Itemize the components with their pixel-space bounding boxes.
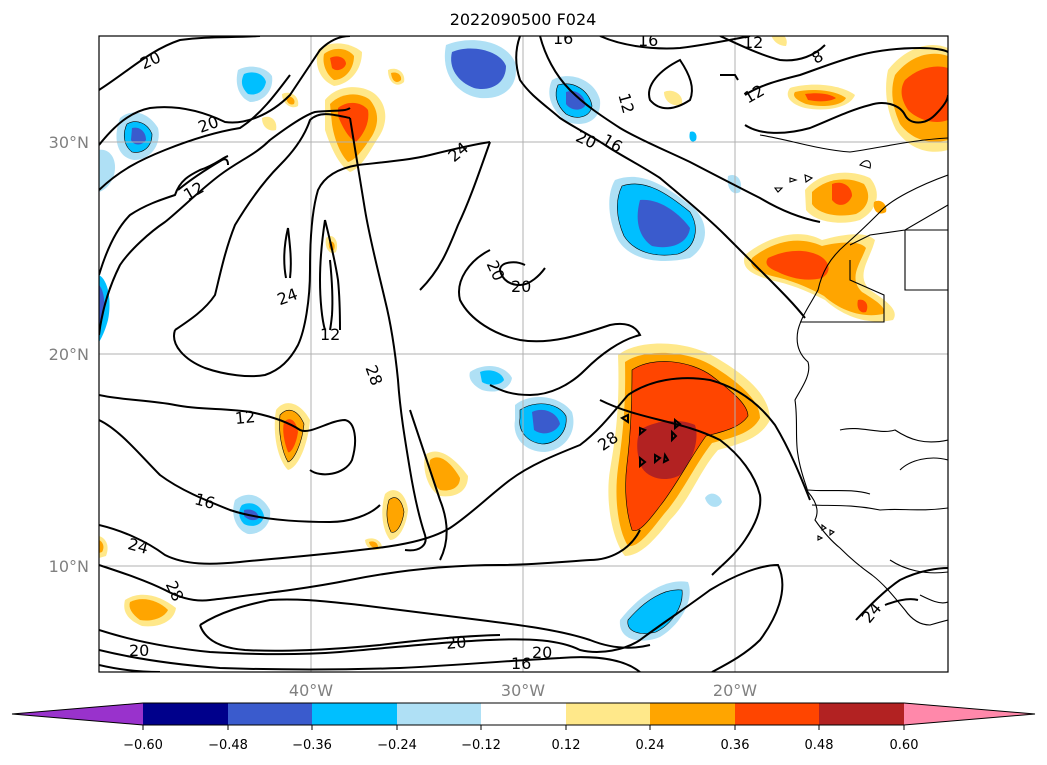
- colorbar-bin: [819, 703, 904, 725]
- svg-text:20: 20: [445, 632, 467, 653]
- colorbar-tick-label: 0.36: [721, 738, 750, 753]
- svg-text:20°W: 20°W: [713, 681, 757, 700]
- svg-text:12: 12: [234, 407, 256, 428]
- svg-text:24: 24: [126, 534, 151, 558]
- svg-text:40°W: 40°W: [289, 681, 333, 700]
- colorbar-bin: [566, 703, 650, 725]
- longitude-labels: 40°W 30°W 20°W: [289, 681, 757, 700]
- contour-lines: [99, 36, 948, 672]
- colorbar-tick-label: 0.12: [552, 738, 581, 753]
- map-panel: 20 16 16 12 8 20 12 12 24 20 16 12 24 12…: [99, 29, 948, 673]
- colorbar-tick-label: −0.12: [461, 738, 501, 753]
- svg-text:20°N: 20°N: [49, 345, 89, 364]
- svg-text:16: 16: [193, 489, 218, 513]
- svg-text:16: 16: [553, 29, 573, 48]
- colorbar-tick-label: 0.24: [636, 738, 665, 753]
- svg-text:16: 16: [638, 31, 658, 50]
- latitude-labels: 30°N 20°N 10°N: [49, 133, 89, 576]
- svg-text:12: 12: [743, 33, 763, 52]
- map-frame: [98, 35, 949, 673]
- colorbar-tick-label: −0.36: [292, 738, 332, 753]
- map-title: 2022090500 F024: [450, 10, 597, 29]
- gridlines: [99, 36, 948, 672]
- colorbar-bin: [735, 703, 819, 725]
- svg-text:20: 20: [511, 277, 531, 296]
- colorbar-bin: [143, 703, 228, 725]
- svg-text:12: 12: [320, 325, 340, 344]
- colorbar-bin: [397, 703, 481, 725]
- colorbar-bin: [481, 703, 566, 725]
- coastlines: [759, 134, 948, 626]
- negative-anomaly-shading: [99, 40, 742, 641]
- colorbar-bin: [650, 703, 735, 725]
- colorbar-tick-label: 0.60: [890, 738, 919, 753]
- colorbar-tick-label: 0.48: [805, 738, 834, 753]
- colorbar: −0.60 −0.48 −0.36 −0.24 −0.12 0.12 0.24 …: [11, 702, 1036, 753]
- colorbar-tick-label: −0.48: [208, 738, 248, 753]
- svg-text:20: 20: [532, 643, 552, 662]
- svg-text:30°W: 30°W: [501, 681, 545, 700]
- positive-anomaly-shading: [99, 36, 948, 627]
- colorbar-bin: [312, 703, 397, 725]
- colorbar-bin: [228, 703, 312, 725]
- shading-outlines: [123, 83, 749, 634]
- colorbar-tick-label: −0.24: [377, 738, 417, 753]
- colorbar-extend-low: [12, 703, 143, 725]
- svg-text:16: 16: [511, 654, 531, 673]
- colorbar-extend-high: [904, 703, 1035, 725]
- svg-text:20: 20: [129, 641, 149, 660]
- colorbar-tick-label: −0.60: [123, 738, 163, 753]
- svg-text:12: 12: [614, 91, 638, 116]
- svg-text:30°N: 30°N: [49, 133, 89, 152]
- svg-text:10°N: 10°N: [49, 557, 89, 576]
